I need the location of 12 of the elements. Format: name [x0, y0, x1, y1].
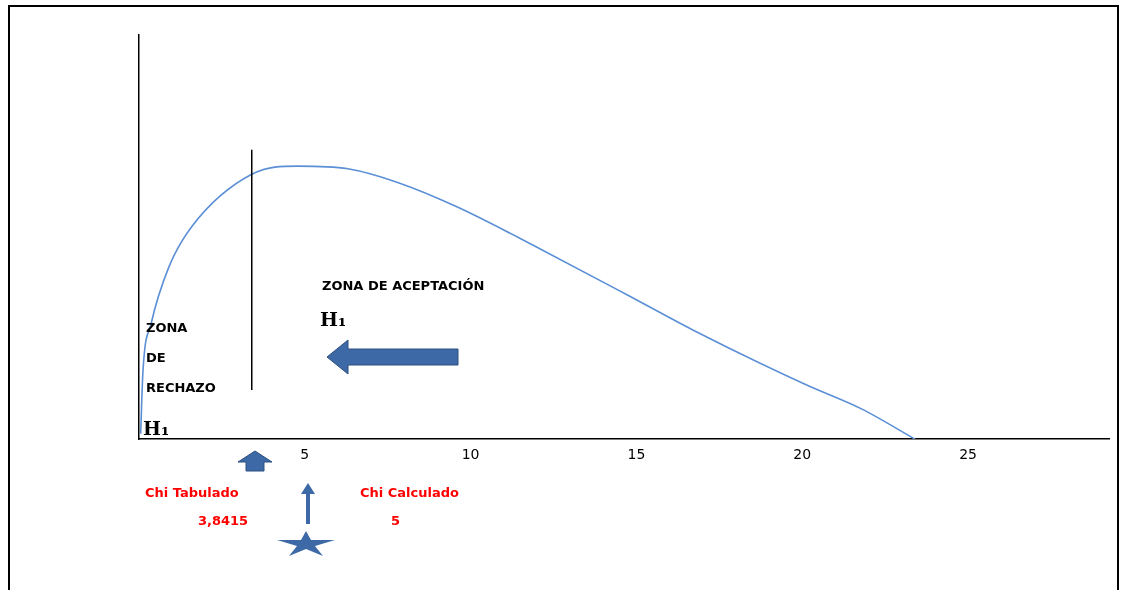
annotation: ZONA DE ACEPTACIÓN	[322, 278, 485, 293]
text: 5	[391, 513, 401, 528]
text: Chi Calculado	[360, 485, 459, 500]
annotation: H₁	[143, 417, 170, 439]
x-tick-label: 20	[793, 446, 812, 463]
x-tick-label: 25	[959, 446, 977, 463]
x-tick-label: 10	[461, 446, 480, 463]
x-tick-label: 5	[300, 446, 310, 463]
annotation: H₁	[320, 308, 347, 330]
text: 3,8415	[198, 513, 249, 528]
x-tick-label: 15	[627, 446, 646, 463]
text: Chi Tabulado	[145, 485, 239, 500]
